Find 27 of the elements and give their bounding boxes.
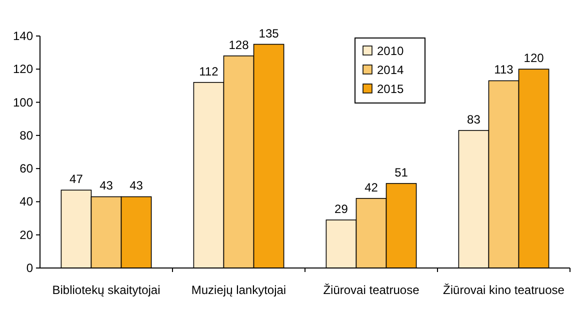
x-tick-label: Muziejų lankytojai (191, 283, 286, 297)
legend-label: 2014 (377, 63, 404, 77)
data-label: 128 (228, 38, 250, 52)
x-tick-label: Žiūrovai teatruose (323, 283, 420, 297)
data-label: 83 (467, 112, 481, 126)
y-tick-label: 20 (20, 228, 34, 242)
y-tick-label: 60 (20, 162, 34, 176)
y-tick-label: 100 (12, 95, 34, 110)
y-tick-label: 140 (12, 29, 34, 43)
data-label: 42 (364, 180, 378, 194)
data-label: 112 (199, 64, 219, 78)
data-label: 120 (524, 51, 544, 66)
x-tick-label: Bibliotekų skaitytojai (52, 283, 160, 297)
y-tick-label: 40 (20, 194, 34, 209)
data-label: 135 (258, 26, 280, 40)
data-label: 29 (334, 202, 348, 216)
data-label: 43 (130, 178, 144, 193)
x-tick-label: Žiūrovai kino teatruose (443, 283, 565, 297)
data-label: 47 (70, 172, 84, 186)
y-tick-label: 80 (20, 128, 34, 142)
data-label: 113 (494, 62, 514, 77)
legend-label: 2010 (377, 44, 404, 58)
data-label: 51 (394, 165, 408, 180)
legend-label: 2015 (377, 82, 404, 96)
y-tick-label: 120 (12, 62, 34, 76)
data-label: 43 (100, 178, 114, 193)
y-tick-label: 0 (26, 261, 34, 275)
